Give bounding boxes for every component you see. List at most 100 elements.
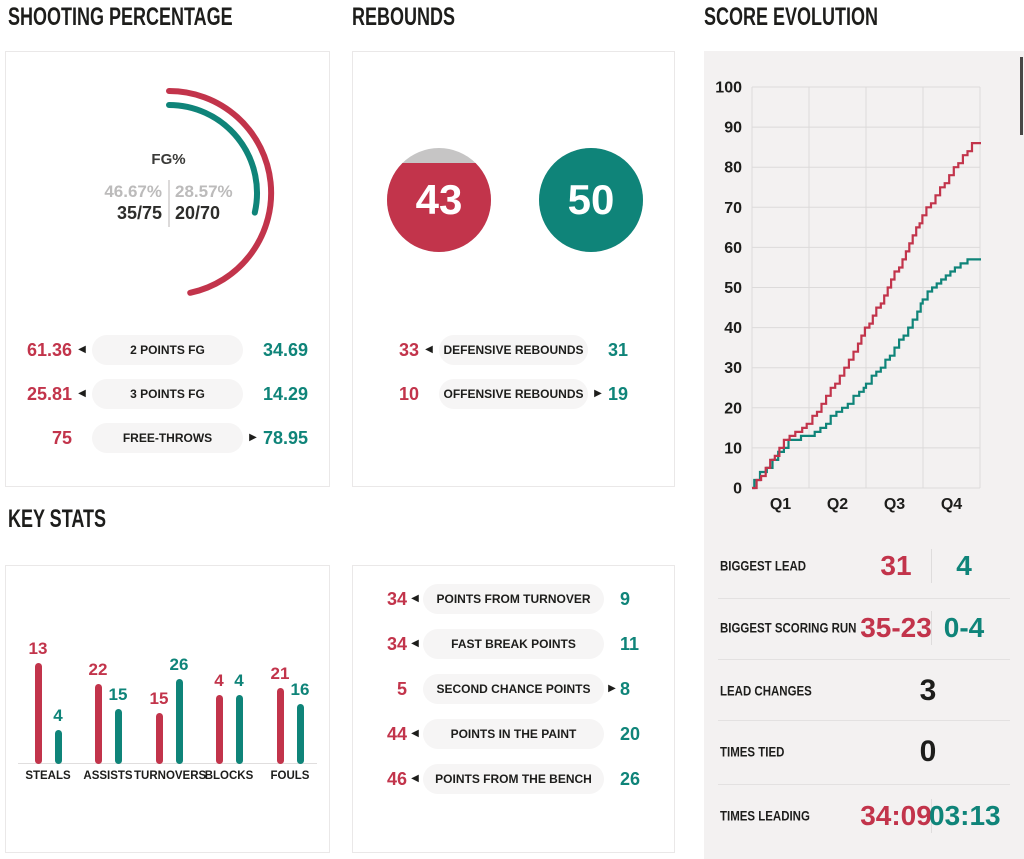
- shooting-percentage-panel: FG% 46.67% 28.57% 35/75 20/70 61.36 ◀ 2 …: [5, 51, 330, 487]
- game-flow-value: 0: [919, 735, 937, 768]
- points-stat-rows: 34 ◀ POINTS FROM TURNOVER 9 34 ◀ FAST BR…: [363, 584, 664, 809]
- value-divider: [931, 611, 932, 645]
- category-label: TURNOVERS: [134, 770, 207, 782]
- stat-label-pill: FAST BREAK POINTS: [423, 629, 604, 659]
- stat-label-pill: FREE-THROWS: [92, 423, 243, 453]
- away-value: 78.95: [263, 427, 309, 448]
- y-axis-label: 70: [724, 200, 742, 217]
- leader-arrow-left-icon: ◀: [411, 773, 419, 784]
- y-axis-label: 40: [724, 320, 742, 337]
- away-game-flow-value: 03:13: [929, 800, 1001, 831]
- away-rebounds-circle: 50: [539, 148, 643, 252]
- leader-arrow-right-icon: ▶: [249, 432, 257, 443]
- circle-fill: [387, 162, 491, 252]
- home-value: 5: [396, 678, 407, 699]
- y-axis-label: 100: [715, 80, 742, 97]
- game-flow-row: TIMES LEADING 34:09 03:13: [704, 788, 1024, 844]
- home-value: 75: [51, 427, 72, 448]
- home-bar-blocks: [215, 695, 223, 764]
- home-value: 61.36: [26, 339, 72, 360]
- category-label: FOULS: [270, 770, 310, 782]
- stat-row: 34 ◀ POINTS FROM TURNOVER 9: [363, 584, 664, 614]
- away-value: 26: [620, 768, 641, 789]
- home-rebounds-total: 43: [415, 176, 463, 223]
- away-value: 31: [608, 339, 629, 360]
- category-label: ASSISTS: [83, 770, 133, 782]
- row-separator: [718, 598, 1010, 599]
- home-bar-value: 15: [149, 689, 169, 708]
- away-value: 14.29: [263, 383, 309, 404]
- home-bar-steals: [34, 663, 42, 764]
- home-game-flow-value: 34:09: [860, 800, 932, 831]
- y-axis-label: 90: [724, 120, 742, 137]
- rebounds-title: REBOUNDS: [352, 3, 456, 31]
- x-axis-label: Q4: [941, 496, 962, 513]
- points-breakdown-panel: 34 ◀ POINTS FROM TURNOVER 9 34 ◀ FAST BR…: [352, 565, 675, 853]
- away-value: 20: [620, 723, 641, 744]
- fg-gauge-label: FG%: [151, 151, 186, 168]
- score-evolution-title: SCORE EVOLUTION: [704, 3, 879, 31]
- home-value: 33: [398, 339, 419, 360]
- bar-chart-baseline: [18, 763, 317, 764]
- leader-arrow-left-icon: ◀: [411, 638, 419, 649]
- away-bar-turnovers: [175, 679, 183, 764]
- stat-row: 25.81 ◀ 3 POINTS FG 14.29: [14, 379, 321, 409]
- home-game-flow-value: 35-23: [860, 612, 932, 643]
- home-bar-value: 21: [270, 664, 290, 683]
- stat-label-pill: 3 POINTS FG: [92, 379, 243, 409]
- home-bar-value: 22: [88, 660, 108, 679]
- stat-label-pill: SECOND CHANCE POINTS: [423, 674, 604, 704]
- stat-label-pill: POINTS FROM THE BENCH: [423, 764, 604, 794]
- away-value: 19: [608, 383, 629, 404]
- home-bar-assists: [94, 684, 102, 764]
- scrollbar-thumb[interactable]: [1020, 57, 1023, 135]
- game-flow-row: BIGGEST LEAD 31 4: [704, 538, 1024, 594]
- game-flow-label: BIGGEST SCORING RUN: [720, 620, 857, 636]
- key-stats-panel: 13 4 STEALS 22 15 ASSISTS 15 26 TURNOVERS 4 4 BLOCK…: [5, 565, 330, 853]
- stat-label-pill: DEFENSIVE REBOUNDS: [439, 335, 588, 365]
- stat-row: 34 ◀ FAST BREAK POINTS 11: [363, 629, 664, 659]
- home-bar-turnovers: [155, 713, 163, 764]
- home-fg-pct: 46.67%: [104, 182, 162, 201]
- stat-row: 61.36 ◀ 2 POINTS FG 34.69: [14, 335, 321, 365]
- away-bar-fouls: [296, 704, 304, 764]
- stat-row: 46 ◀ POINTS FROM THE BENCH 26: [363, 764, 664, 794]
- game-flow-label: BIGGEST LEAD: [720, 558, 807, 574]
- game-flow-label: LEAD CHANGES: [720, 683, 812, 699]
- away-value: 9: [620, 588, 631, 609]
- stat-row: 10 OFFENSIVE REBOUNDS ▶ 19: [361, 379, 666, 409]
- stat-row: 5 SECOND CHANCE POINTS ▶ 8: [363, 674, 664, 704]
- home-bar-fouls: [276, 688, 284, 764]
- rebounds-stat-rows: 33 ◀ DEFENSIVE REBOUNDS 31 10 OFFENSIVE …: [361, 335, 666, 423]
- away-game-flow-value: 0-4: [943, 612, 985, 643]
- value-divider: [931, 549, 932, 583]
- x-axis-label: Q1: [770, 496, 791, 513]
- x-axis-label: Q3: [884, 496, 905, 513]
- stat-label-pill: OFFENSIVE REBOUNDS: [439, 379, 588, 409]
- y-axis-label: 10: [724, 440, 742, 457]
- game-flow-row: BIGGEST SCORING RUN 35-23 0-4: [704, 600, 1024, 656]
- home-bar-value: 13: [28, 639, 48, 658]
- game-flow-value: 3: [919, 674, 937, 707]
- gauge-text-divider: [168, 180, 170, 227]
- away-bar-steals: [54, 730, 62, 764]
- away-rebounds-total: 50: [567, 176, 615, 223]
- fg-fraction-row: 35/75 20/70: [6, 203, 331, 224]
- leader-arrow-left-icon: ◀: [78, 388, 86, 399]
- y-axis-label: 20: [724, 400, 742, 417]
- y-axis-label: 60: [724, 240, 742, 257]
- stat-label-pill: POINTS IN THE PAINT: [423, 719, 604, 749]
- home-value: 44: [386, 723, 407, 744]
- score-evolution-panel: 0 10 20 30 40 50 60 70 80 90 100 Q1 Q2 Q3 Q4 BIGGEST L…: [704, 51, 1024, 859]
- away-bar-assists: [114, 709, 122, 764]
- y-axis-label: 0: [733, 481, 742, 498]
- away-fg-fraction: 20/70: [175, 203, 221, 223]
- home-value: 10: [398, 383, 419, 404]
- home-fg-fraction: 35/75: [116, 203, 162, 223]
- stat-row: 44 ◀ POINTS IN THE PAINT 20: [363, 719, 664, 749]
- game-flow-row: LEAD CHANGES 3: [704, 663, 1024, 719]
- away-bar-value: 4: [234, 671, 244, 690]
- home-value: 34: [386, 588, 407, 609]
- away-fg-pct: 28.57%: [175, 182, 233, 201]
